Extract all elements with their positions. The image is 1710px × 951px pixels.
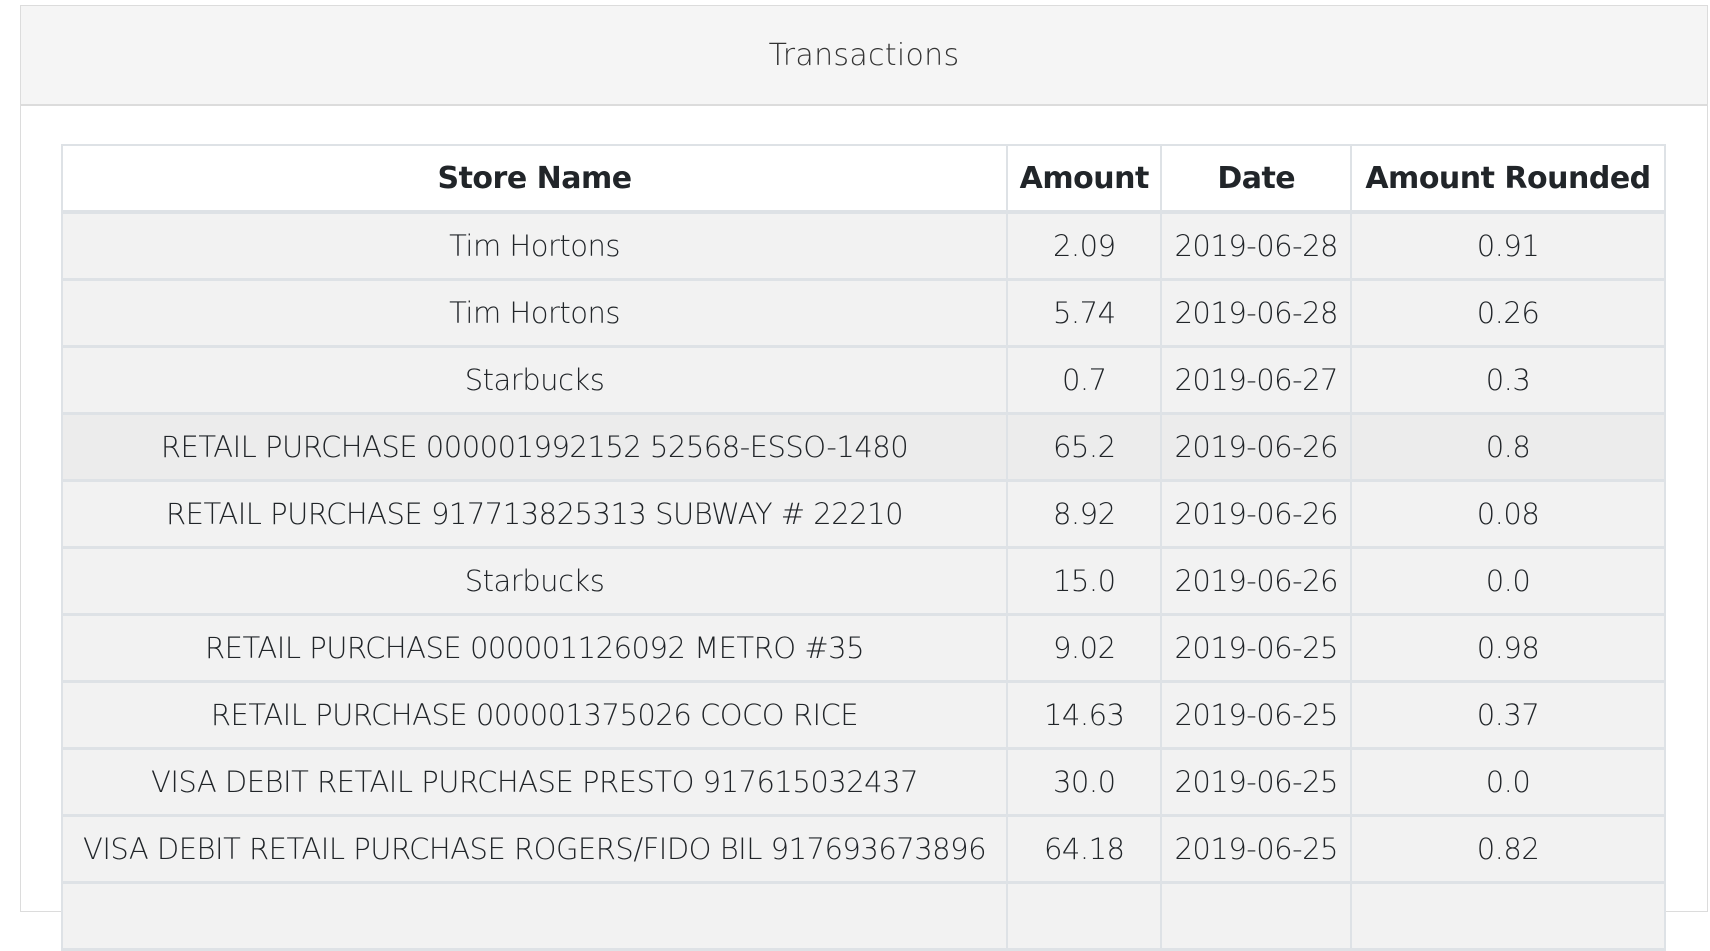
cell-amount: 15.0 (1006, 546, 1163, 616)
table-row[interactable]: Starbucks 0.7 2019-06-27 0.3 (60, 345, 1666, 415)
cell-store-name: Starbucks (60, 546, 1009, 616)
table-row[interactable]: RETAIL PURCHASE 000001992152 52568-ESSO-… (60, 412, 1666, 482)
cell-store-name: Tim Hortons (60, 210, 1009, 281)
table-header-row: Store Name Amount Date Amount Rounded (60, 144, 1666, 214)
cell-amount-rounded: 0.37 (1350, 680, 1666, 750)
cell-store-name: RETAIL PURCHASE 000001126092 METRO #35 (60, 613, 1009, 683)
table-row[interactable]: Tim Hortons 5.74 2019-06-28 0.26 (60, 278, 1666, 348)
cell-store-name: RETAIL PURCHASE 000001375026 COCO RICE (60, 680, 1009, 750)
column-header-date[interactable]: Date (1160, 144, 1353, 214)
cell-amount: 2.09 (1006, 210, 1163, 281)
cell-amount: 0.7 (1006, 345, 1163, 415)
cell-store-name: RETAIL PURCHASE 000001992152 52568-ESSO-… (60, 412, 1009, 482)
table-row[interactable]: Tim Hortons 2.09 2019-06-28 0.91 (60, 210, 1666, 281)
cell-amount: 8.92 (1006, 479, 1163, 549)
cell-amount-rounded: 0.0 (1350, 747, 1666, 817)
transactions-table: Store Name Amount Date Amount Rounded Ti… (60, 144, 1666, 951)
table-row[interactable]: RETAIL PURCHASE 000001375026 COCO RICE 14… (60, 680, 1666, 750)
cell-date: 2019-06-25 (1160, 814, 1353, 884)
cell-date: 2019-06-28 (1160, 210, 1353, 281)
table-row[interactable]: Starbucks 15.0 2019-06-26 0.0 (60, 546, 1666, 616)
cell-amount-rounded: 0.26 (1350, 278, 1666, 348)
cell-store-name: VISA DEBIT RETAIL PURCHASE ROGERS/FIDO B… (60, 814, 1009, 884)
cell-store-name: Starbucks (60, 345, 1009, 415)
table-row[interactable]: RETAIL PURCHASE 000001126092 METRO #35 9.… (60, 613, 1666, 683)
cell-amount: 65.2 (1006, 412, 1163, 482)
cell-amount-rounded: 0.0 (1350, 546, 1666, 616)
table-row[interactable]: RETAIL PURCHASE 917713825313 SUBWAY # 22… (60, 479, 1666, 549)
cell-amount-rounded: 0.98 (1350, 613, 1666, 683)
table-row[interactable] (60, 881, 1666, 951)
cell-amount: 5.74 (1006, 278, 1163, 348)
cell-amount-rounded: 0.08 (1350, 479, 1666, 549)
cell-amount-rounded (1350, 881, 1666, 951)
cell-date: 2019-06-27 (1160, 345, 1353, 415)
cell-date: 2019-06-26 (1160, 546, 1353, 616)
cell-amount-rounded: 0.3 (1350, 345, 1666, 415)
table-row[interactable]: VISA DEBIT RETAIL PURCHASE PRESTO 917615… (60, 747, 1666, 817)
cell-store-name: RETAIL PURCHASE 917713825313 SUBWAY # 22… (60, 479, 1009, 549)
cell-amount (1006, 881, 1163, 951)
transactions-panel: Transactions Store Name Amount Date Amou… (20, 5, 1708, 951)
cell-date: 2019-06-25 (1160, 747, 1353, 817)
cell-store-name: Tim Hortons (60, 278, 1009, 348)
cell-amount-rounded: 0.82 (1350, 814, 1666, 884)
cell-amount: 9.02 (1006, 613, 1163, 683)
cell-amount-rounded: 0.8 (1350, 412, 1666, 482)
column-header-store-name[interactable]: Store Name (60, 144, 1009, 214)
cell-store-name (60, 881, 1009, 951)
cell-date: 2019-06-25 (1160, 680, 1353, 750)
cell-amount: 64.18 (1006, 814, 1163, 884)
column-header-amount-rounded[interactable]: Amount Rounded (1350, 144, 1666, 214)
cell-amount-rounded: 0.91 (1350, 210, 1666, 281)
column-header-amount[interactable]: Amount (1006, 144, 1163, 214)
cell-date: 2019-06-25 (1160, 613, 1353, 683)
cell-date (1160, 881, 1353, 951)
cell-date: 2019-06-26 (1160, 479, 1353, 549)
cell-store-name: VISA DEBIT RETAIL PURCHASE PRESTO 917615… (60, 747, 1009, 817)
table-row[interactable]: VISA DEBIT RETAIL PURCHASE ROGERS/FIDO B… (60, 814, 1666, 884)
cell-date: 2019-06-28 (1160, 278, 1353, 348)
panel-title: Transactions (21, 6, 1707, 106)
cell-date: 2019-06-26 (1160, 412, 1353, 482)
cell-amount: 14.63 (1006, 680, 1163, 750)
cell-amount: 30.0 (1006, 747, 1163, 817)
